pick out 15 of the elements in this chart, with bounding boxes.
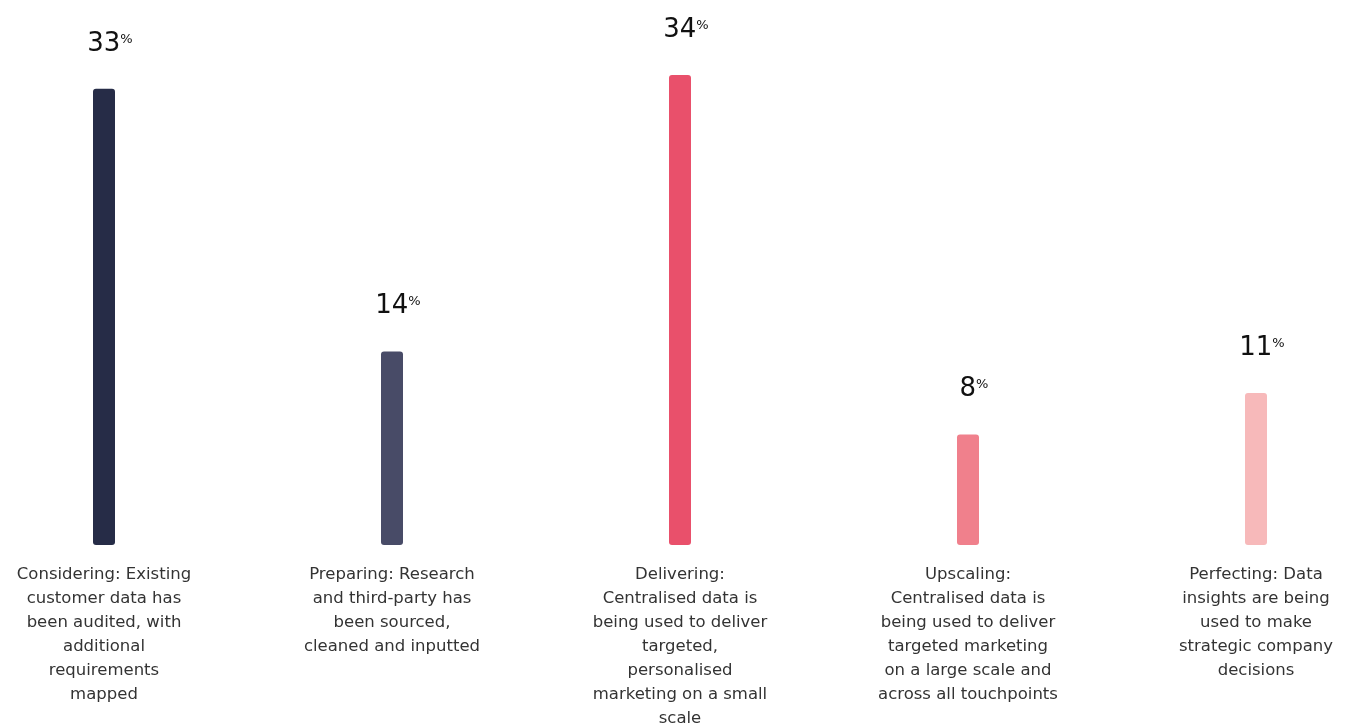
bar <box>381 351 403 545</box>
x-tick-label: Considering: Existing customer data has been audited, with additional requirements mapped <box>16 564 192 703</box>
bar <box>93 88 115 545</box>
bar <box>669 75 691 545</box>
data-label: 34$^{%}$ <box>663 13 709 43</box>
x-tick-label: Preparing: Research and third-party has been sourced, cleaned and inputted <box>303 564 481 655</box>
data-label: 33$^{%}$ <box>87 26 133 57</box>
data-label: 8$^{%}$ <box>959 372 989 403</box>
bar <box>1245 392 1267 545</box>
x-tick-label: Delivering: Centralised data is being used to deliver targeted, personalised marketing on a small scale <box>592 564 768 726</box>
x-tick-label: Perfecting: Data insights are being used to make strategic company decisions <box>1178 564 1334 679</box>
bar <box>957 434 979 545</box>
data-label: 11$^{%}$ <box>1239 330 1285 361</box>
x-tick-label: Upscaling: Centralised data is being used to deliver targeted marketing on a large scale and across all touchpoints <box>878 564 1058 703</box>
data-label: 14$^{%}$ <box>375 289 421 320</box>
